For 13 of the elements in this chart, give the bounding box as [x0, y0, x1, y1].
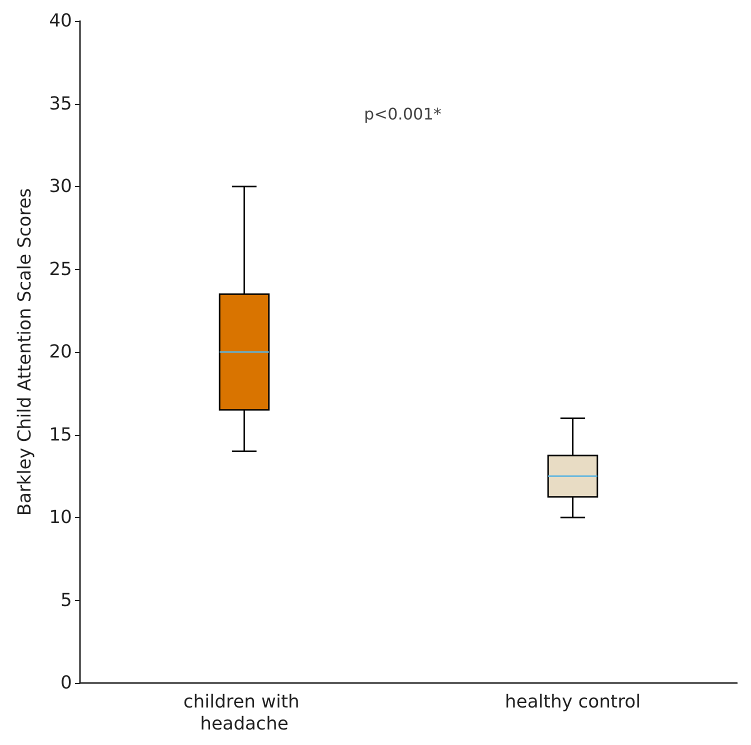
y-tick-label: 40: [49, 10, 72, 32]
y-tick-label: 35: [49, 93, 72, 114]
annotation: p<0.001*: [364, 104, 442, 124]
y-tick-label: 10: [49, 507, 72, 528]
x-tick-label: children with headache: [183, 692, 306, 734]
y-tick-label: 5: [60, 590, 72, 611]
y-tick-label: 25: [49, 258, 72, 280]
y-tick-label: 20: [49, 342, 72, 362]
y-axis-title: Barkley Child Attention Scale Scores: [14, 188, 36, 516]
y-tick-label: 15: [49, 424, 72, 446]
x-tick-label: healthy control: [504, 692, 641, 712]
y-tick-label: 0: [60, 672, 72, 694]
y-tick-label: 30: [49, 176, 72, 197]
